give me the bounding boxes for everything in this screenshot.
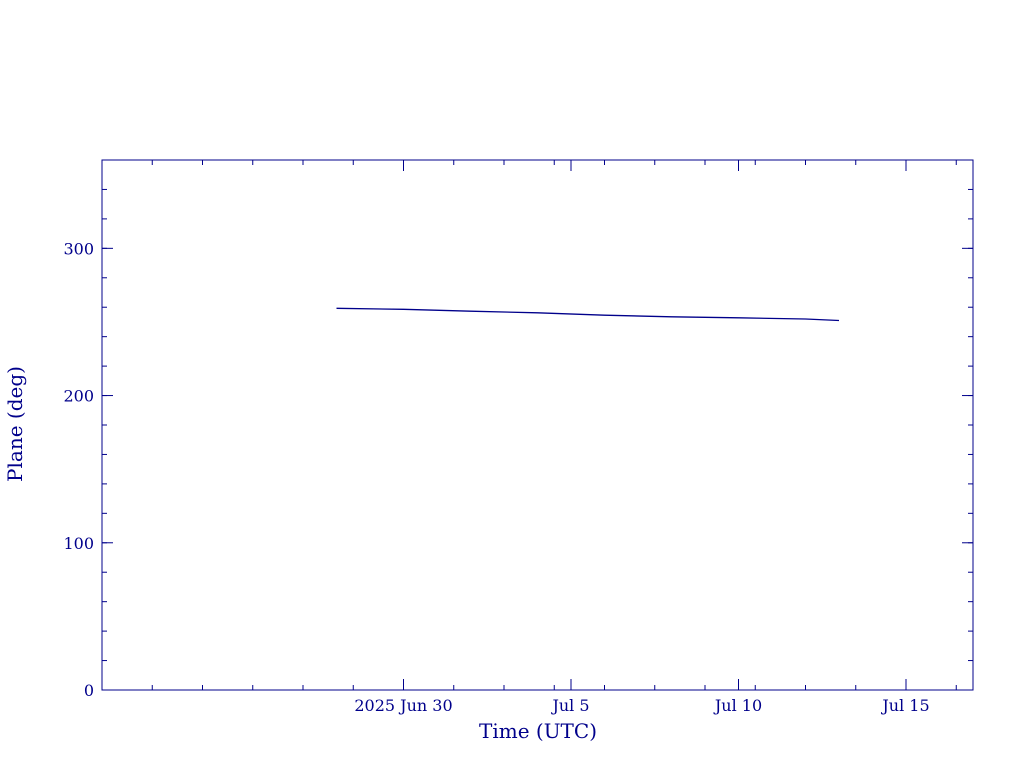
x-tick-label: Jul 5 — [550, 696, 589, 715]
series-line — [336, 307, 840, 322]
y-tick-label: 200 — [63, 387, 94, 406]
major-ticks — [102, 160, 973, 691]
series-layer — [336, 307, 840, 322]
y-tick-label: 100 — [63, 534, 94, 553]
y-tick-label: 300 — [63, 239, 94, 258]
x-tick-label: 2025 Jun 30 — [354, 696, 452, 715]
x-axis-title: Time (UTC) — [479, 719, 597, 743]
tick-labels: 0 100 200 300 2025 Jun 30 Jul 5 Jul 10 Jul 15 — [63, 239, 929, 715]
x-tick-label: Jul 15 — [880, 696, 929, 715]
y-tick-label: 0 — [84, 681, 94, 700]
minor-ticks — [101, 159, 973, 691]
plot-frame — [101, 159, 974, 691]
y-axis-title: Plane (deg) — [3, 366, 27, 482]
x-tick-label: Jul 10 — [713, 696, 762, 715]
